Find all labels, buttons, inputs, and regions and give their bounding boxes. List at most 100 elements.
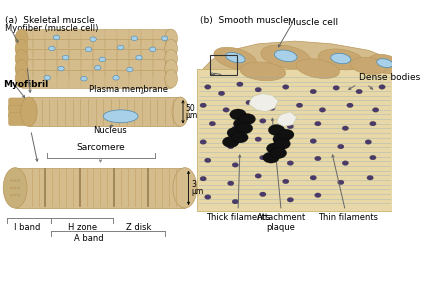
- Ellipse shape: [319, 108, 325, 112]
- Ellipse shape: [315, 193, 321, 197]
- Text: H zone: H zone: [68, 223, 97, 232]
- Ellipse shape: [204, 85, 211, 89]
- Text: µm: µm: [186, 111, 198, 120]
- FancyBboxPatch shape: [9, 113, 35, 125]
- Text: 50: 50: [186, 103, 196, 113]
- Ellipse shape: [310, 175, 317, 180]
- Ellipse shape: [81, 76, 87, 81]
- Ellipse shape: [287, 124, 294, 129]
- Ellipse shape: [10, 194, 13, 196]
- Ellipse shape: [136, 55, 142, 60]
- Ellipse shape: [214, 47, 257, 70]
- Ellipse shape: [240, 62, 286, 81]
- Ellipse shape: [269, 106, 275, 110]
- Ellipse shape: [232, 162, 239, 167]
- Ellipse shape: [85, 47, 92, 52]
- Ellipse shape: [259, 155, 266, 160]
- Ellipse shape: [230, 109, 246, 120]
- Ellipse shape: [232, 126, 239, 131]
- Ellipse shape: [232, 132, 248, 143]
- Ellipse shape: [315, 156, 321, 161]
- Bar: [197, 69, 392, 211]
- Ellipse shape: [3, 168, 27, 208]
- Ellipse shape: [347, 103, 353, 108]
- Bar: [210, 55, 237, 75]
- Ellipse shape: [233, 118, 250, 129]
- Ellipse shape: [318, 49, 363, 70]
- Ellipse shape: [296, 103, 303, 108]
- Ellipse shape: [310, 89, 317, 94]
- Ellipse shape: [367, 175, 373, 180]
- Ellipse shape: [263, 152, 279, 163]
- Ellipse shape: [200, 176, 207, 181]
- Text: Sarcomere: Sarcomere: [76, 143, 125, 152]
- Polygon shape: [203, 41, 390, 96]
- Ellipse shape: [315, 121, 321, 126]
- Ellipse shape: [173, 168, 197, 208]
- Ellipse shape: [15, 69, 28, 88]
- Bar: [29, 97, 180, 126]
- Ellipse shape: [310, 139, 317, 144]
- Ellipse shape: [15, 39, 28, 58]
- Ellipse shape: [165, 69, 178, 88]
- Text: I band: I band: [14, 223, 40, 232]
- Ellipse shape: [200, 103, 207, 108]
- Ellipse shape: [17, 194, 20, 196]
- Text: Attachment
plaque: Attachment plaque: [256, 213, 306, 232]
- Ellipse shape: [17, 186, 20, 189]
- Ellipse shape: [287, 197, 294, 202]
- Ellipse shape: [246, 100, 252, 105]
- Ellipse shape: [14, 179, 17, 182]
- Text: Muscle cell: Muscle cell: [288, 18, 338, 27]
- Ellipse shape: [370, 121, 376, 126]
- Ellipse shape: [333, 86, 340, 90]
- Ellipse shape: [204, 158, 211, 162]
- Ellipse shape: [267, 143, 283, 154]
- Ellipse shape: [255, 88, 262, 92]
- Ellipse shape: [20, 97, 37, 126]
- Ellipse shape: [368, 54, 402, 74]
- Text: Myofibril: Myofibril: [3, 80, 49, 89]
- Polygon shape: [276, 112, 297, 126]
- Ellipse shape: [113, 76, 119, 80]
- Ellipse shape: [17, 179, 20, 182]
- Ellipse shape: [223, 108, 229, 112]
- Ellipse shape: [236, 123, 253, 134]
- Ellipse shape: [227, 127, 244, 138]
- Bar: [22, 39, 171, 58]
- Ellipse shape: [15, 59, 28, 78]
- Ellipse shape: [15, 49, 28, 68]
- Ellipse shape: [227, 181, 234, 185]
- Ellipse shape: [165, 49, 178, 68]
- Ellipse shape: [204, 195, 211, 199]
- Ellipse shape: [200, 140, 207, 144]
- Ellipse shape: [10, 179, 13, 182]
- Text: A band: A band: [74, 234, 104, 243]
- Ellipse shape: [255, 137, 262, 142]
- FancyBboxPatch shape: [9, 105, 35, 118]
- Text: µm: µm: [191, 187, 204, 196]
- Ellipse shape: [350, 57, 386, 74]
- Ellipse shape: [331, 53, 351, 64]
- Ellipse shape: [370, 155, 376, 160]
- Text: 3: 3: [191, 180, 196, 189]
- Ellipse shape: [118, 45, 124, 50]
- Ellipse shape: [365, 140, 371, 144]
- Ellipse shape: [103, 110, 138, 123]
- Ellipse shape: [127, 67, 133, 72]
- Bar: [22, 59, 171, 78]
- Ellipse shape: [14, 194, 17, 196]
- Ellipse shape: [161, 36, 168, 41]
- Ellipse shape: [274, 138, 291, 149]
- Ellipse shape: [255, 174, 262, 178]
- Ellipse shape: [58, 66, 64, 71]
- Ellipse shape: [90, 37, 96, 42]
- Ellipse shape: [209, 121, 216, 126]
- Ellipse shape: [49, 46, 55, 51]
- Ellipse shape: [227, 144, 234, 149]
- Ellipse shape: [99, 57, 106, 62]
- Ellipse shape: [356, 89, 363, 94]
- FancyBboxPatch shape: [9, 98, 35, 111]
- Ellipse shape: [165, 29, 178, 47]
- Ellipse shape: [10, 186, 13, 189]
